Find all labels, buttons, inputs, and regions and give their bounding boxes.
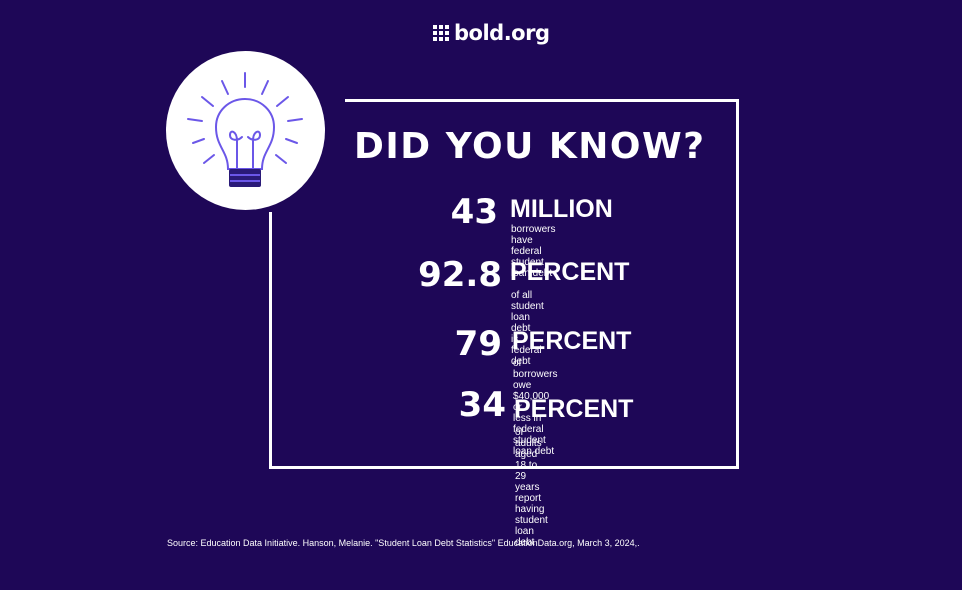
stat-unit: PERCENT [512,327,632,355]
stat-unit: MILLION [510,195,613,223]
stat-federal-share: 92.8 PERCENT of all student loan debt is… [300,255,629,367]
lightbulb-badge [166,51,325,210]
stat-unit: PERCENT [510,258,630,286]
brand-logo: bold.org [433,21,550,45]
stat-number: 34 [458,385,506,425]
grid-logo-icon [433,25,449,41]
brand-name: bold.org [454,21,550,45]
stat-borrowers: 43 MILLION borrowers have federal studen… [300,192,613,279]
stat-number: 92.8 [418,255,502,295]
lightbulb-icon [187,72,303,187]
stat-description: of adults aged 18 to 29 years report hav… [515,427,548,548]
stat-young-adults: 34 PERCENT of adults aged 18 to 29 years… [300,385,634,548]
stat-owe-40k: 79 PERCENT of borrowers owe $40,000 or l… [300,324,632,457]
stat-number: 79 [454,324,502,364]
source-citation: Source: Education Data Initiative. Hanso… [167,538,640,548]
stat-number: 43 [450,192,498,232]
stat-description: borrowers have federal student loan debt [511,224,556,279]
info-frame [269,99,739,469]
stat-description: of borrowers owe $40,000 or less in fede… [513,358,558,457]
headline: DID YOU KNOW? [354,126,706,167]
stat-unit: PERCENT [514,395,634,423]
stat-description: of all student loan debt is federal debt [511,290,544,367]
